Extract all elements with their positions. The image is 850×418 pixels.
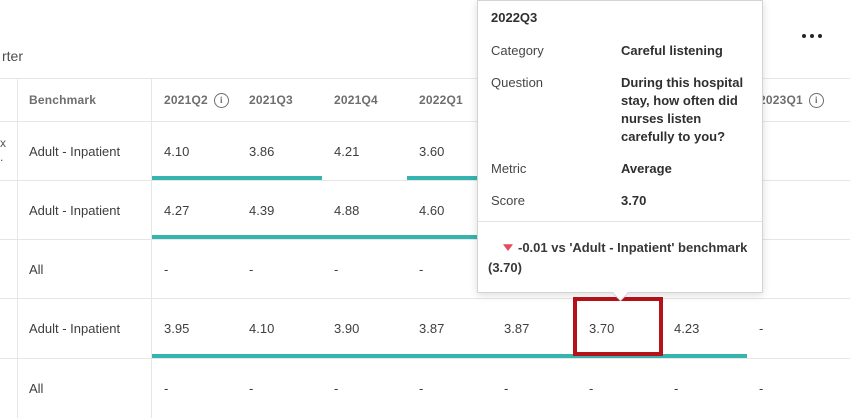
table-row: All - - - - - - - - xyxy=(0,359,850,418)
column-header-2021q4[interactable]: 2021Q4 xyxy=(322,93,407,107)
score-cell[interactable]: 3.87 xyxy=(419,321,445,336)
clipped-label-fragment xyxy=(0,359,18,418)
tooltip-field-label: Score xyxy=(491,193,525,208)
score-cell[interactable]: - xyxy=(249,261,254,277)
tooltip-title: 2022Q3 xyxy=(491,10,538,25)
score-cell[interactable]: - xyxy=(419,381,424,396)
score-cell[interactable]: 4.21 xyxy=(334,143,360,159)
score-cell[interactable]: - xyxy=(674,381,679,396)
score-cell[interactable]: 3.90 xyxy=(334,321,360,336)
trend-underline xyxy=(152,354,747,358)
score-cell[interactable]: - xyxy=(759,381,764,396)
tooltip-field-metric: Metric Average xyxy=(491,160,748,178)
score-cell[interactable]: 4.10 xyxy=(164,143,190,159)
score-cell[interactable]: 3.87 xyxy=(504,321,530,336)
ellipsis-icon xyxy=(818,34,822,38)
cell-tooltip: 2022Q3 Category Careful listening Questi… xyxy=(477,0,763,293)
benchmark-cell: All xyxy=(18,240,152,298)
tooltip-field-label: Metric xyxy=(491,161,527,176)
triangle-down-icon xyxy=(503,244,513,251)
score-cell-selected[interactable]: 3.70 xyxy=(589,321,615,336)
score-cell[interactable]: - xyxy=(589,381,594,396)
column-header-2023q1[interactable]: 2023Q1 i xyxy=(747,92,850,108)
column-header-label: 2023Q1 xyxy=(759,93,803,107)
page-title-fragment: rter xyxy=(2,48,23,64)
benchmark-note-text: -0.01 vs 'Adult - Inpatient' benchmark (… xyxy=(488,240,748,275)
clipped-label-fragment xyxy=(0,181,18,239)
column-header-label: 2022Q1 xyxy=(419,93,463,107)
score-cell[interactable]: 4.39 xyxy=(249,202,275,218)
tooltip-field-label: Category xyxy=(491,43,544,58)
benchmark-cell: All xyxy=(18,359,152,418)
info-icon[interactable]: i xyxy=(213,92,229,108)
column-header-2022q1[interactable]: 2022Q1 xyxy=(407,93,492,107)
column-header-label: 2021Q2 xyxy=(164,93,208,107)
score-cell[interactable]: 3.60 xyxy=(419,143,445,159)
score-cell[interactable]: 4.60 xyxy=(419,202,445,218)
score-cell[interactable]: - xyxy=(419,261,424,277)
score-cell[interactable]: - xyxy=(164,381,169,396)
trend-underline xyxy=(407,176,480,180)
score-cell[interactable]: - xyxy=(334,381,339,396)
column-header-2021q3[interactable]: 2021Q3 xyxy=(237,93,322,107)
column-header-label: 2021Q4 xyxy=(334,93,378,107)
score-cell[interactable]: - xyxy=(249,381,254,396)
info-icon[interactable]: i xyxy=(808,92,824,108)
corner-cell xyxy=(0,79,18,121)
score-cell[interactable]: - xyxy=(759,321,764,336)
clipped-label-fragment xyxy=(0,240,18,298)
table-row: Adult - Inpatient 3.95 4.10 3.90 3.87 3.… xyxy=(0,299,850,359)
benchmark-cell: Adult - Inpatient xyxy=(18,122,152,180)
score-cell[interactable]: 3.95 xyxy=(164,321,190,336)
score-cell[interactable]: - xyxy=(504,381,509,396)
ellipsis-icon xyxy=(802,34,806,38)
trend-underline xyxy=(152,176,322,180)
selected-cell-highlight xyxy=(573,297,663,356)
ellipsis-icon xyxy=(810,34,814,38)
score-cell[interactable]: 4.27 xyxy=(164,202,190,218)
tooltip-field-label: Question xyxy=(491,75,544,90)
tooltip-field-question: Question During this hospital stay, how … xyxy=(491,74,748,146)
tooltip-field-category: Category Careful listening xyxy=(491,42,748,60)
score-cell[interactable]: 4.88 xyxy=(334,202,360,218)
score-cell[interactable]: 3.86 xyxy=(249,143,275,159)
tooltip-field-score: Score 3.70 xyxy=(491,192,748,210)
tooltip-benchmark-note: -0.01 vs 'Adult - Inpatient' benchmark (… xyxy=(478,221,762,292)
column-header-2021q2[interactable]: 2021Q2 i xyxy=(152,92,237,108)
tooltip-field-value: 3.70 xyxy=(621,193,647,208)
benchmark-cell: Adult - Inpatient xyxy=(18,181,152,239)
score-cell[interactable]: - xyxy=(334,261,339,277)
tooltip-field-value: Average xyxy=(621,161,672,176)
score-cell[interactable]: 4.23 xyxy=(674,321,700,336)
score-cell[interactable]: 4.10 xyxy=(249,321,275,336)
column-header-label: 2021Q3 xyxy=(249,93,293,107)
more-options-button[interactable] xyxy=(798,30,826,42)
tooltip-field-value: During this hospital stay, how often did… xyxy=(621,75,744,144)
benchmark-cell: Adult - Inpatient xyxy=(18,299,152,358)
clipped-label-fragment xyxy=(0,299,18,358)
tooltip-field-value: Careful listening xyxy=(621,43,723,58)
clipped-label-fragment: x . xyxy=(0,122,18,180)
benchmark-column-header: Benchmark xyxy=(18,79,152,121)
trend-underline xyxy=(152,235,480,239)
score-cell[interactable]: - xyxy=(164,261,169,277)
